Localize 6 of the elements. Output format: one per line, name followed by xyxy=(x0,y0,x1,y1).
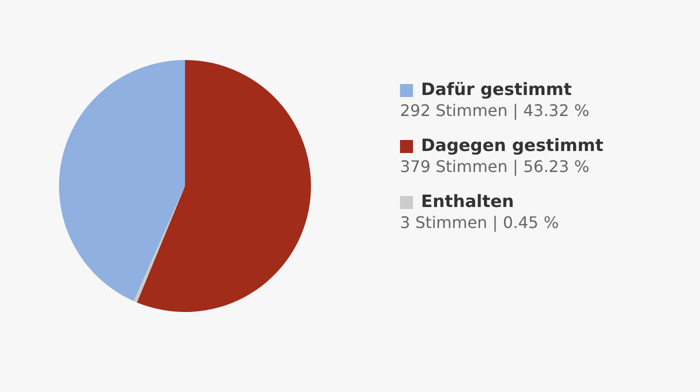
legend-label: Dafür gestimmt xyxy=(421,80,572,100)
data-label: 292 Stimmen | 43.32 % xyxy=(400,101,590,120)
legend-label: Enthalten xyxy=(421,192,514,212)
data-label: 3 Stimmen | 0.45 % xyxy=(400,213,560,232)
data-label: 379 Stimmen | 56.23 % xyxy=(400,157,590,176)
legend-label: Dagegen gestimmt xyxy=(421,136,604,156)
